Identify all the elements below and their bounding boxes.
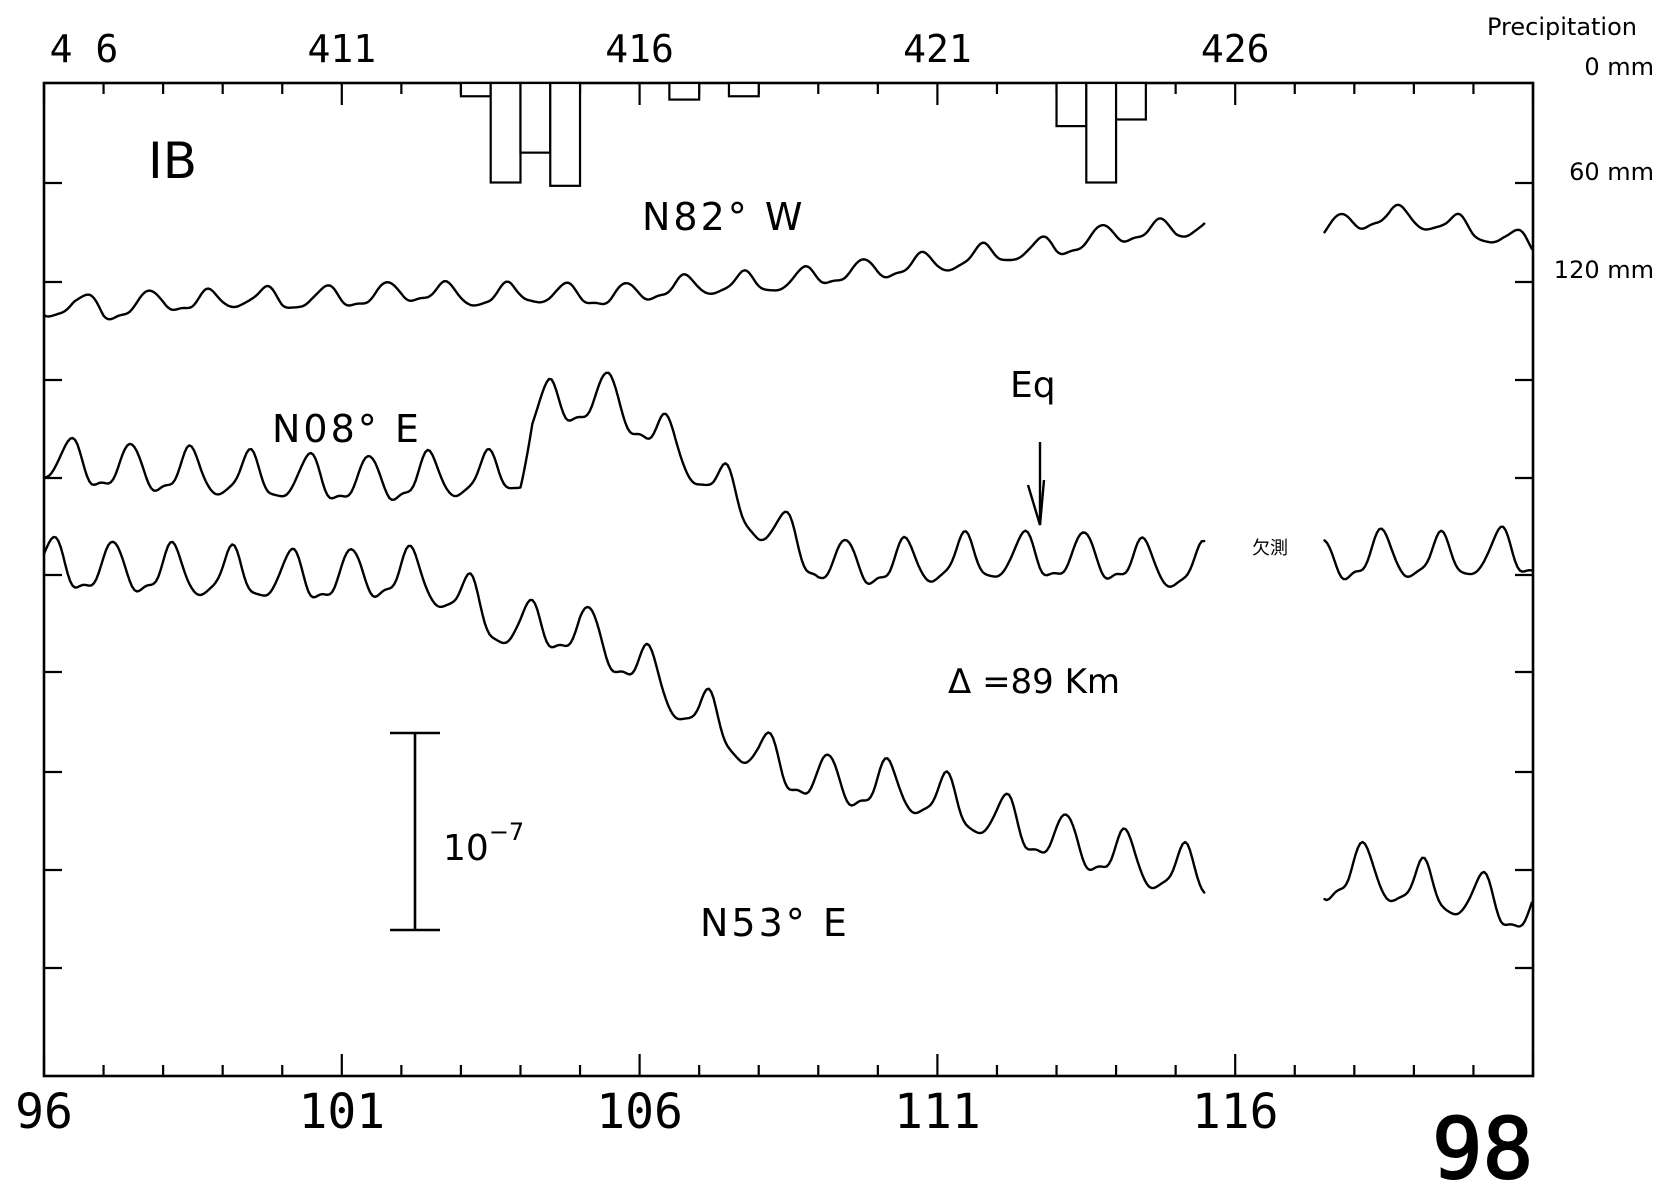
- panel-label: IB: [148, 132, 197, 190]
- plot-frame: [42, 81, 1535, 1078]
- top-date-label: 421: [903, 27, 972, 71]
- eq-arrow: [1026, 442, 1046, 526]
- eq-label: Eq: [1010, 365, 1056, 406]
- top-date-labels: 4 6 411 416 421 426: [50, 27, 1270, 71]
- precipitation-axis-label: 0 mm: [1584, 53, 1654, 81]
- precipitation-bars: [459, 81, 1147, 187]
- precipitation-axis-label: 60 mm: [1569, 158, 1654, 186]
- scale-label: 10−7: [443, 818, 524, 869]
- precipitation-bar: [727, 81, 760, 98]
- precipitation-bar: [489, 81, 522, 184]
- x-tick-label: 101: [298, 1084, 385, 1140]
- series-label-n53e: N53° E: [700, 901, 850, 945]
- x-tick-label: 106: [596, 1084, 683, 1140]
- tilt-traces: [42, 203, 1533, 928]
- trace-line-after-gap: [1323, 840, 1533, 928]
- precipitation-bar: [519, 81, 552, 154]
- bottom-axis-labels: 96 101 106 111 116: [15, 1084, 1278, 1140]
- trace-line-after-gap: [1323, 203, 1533, 251]
- x-tick-label: 96: [15, 1084, 73, 1140]
- scale-bar: [390, 731, 440, 932]
- top-date-label: 4 6: [50, 27, 119, 71]
- missing-data-label: 欠測: [1252, 538, 1288, 559]
- precipitation-bar: [1114, 81, 1147, 121]
- x-tick-label: 111: [894, 1084, 981, 1140]
- trace-line: [42, 371, 1206, 588]
- precipitation-title: Precipitation: [1487, 13, 1637, 41]
- precipitation-axis-labels: 0 mm 60 mm 120 mm: [1554, 53, 1654, 284]
- precipitation-bar: [1085, 81, 1118, 184]
- x-tick-label: 116: [1192, 1084, 1279, 1140]
- precipitation-bar: [1055, 81, 1088, 128]
- precipitation-bar: [459, 81, 492, 98]
- trace-line: [42, 535, 1206, 894]
- distance-label: Δ =89 Km: [948, 662, 1120, 702]
- page-number: 98: [1432, 1100, 1533, 1189]
- top-date-label: 411: [307, 27, 376, 71]
- trace-line: [42, 217, 1206, 321]
- scale-exponent: −7: [489, 818, 524, 846]
- top-date-label: 416: [605, 27, 674, 71]
- precipitation-bar: [549, 81, 582, 187]
- top-date-label: 426: [1201, 27, 1270, 71]
- precipitation-axis-label: 120 mm: [1554, 256, 1654, 284]
- precipitation-bar: [668, 81, 701, 101]
- series-label-n82w: N82° W: [642, 195, 805, 239]
- trace-line-after-gap: [1323, 525, 1533, 581]
- series-label-n08e: N08° E: [272, 407, 422, 451]
